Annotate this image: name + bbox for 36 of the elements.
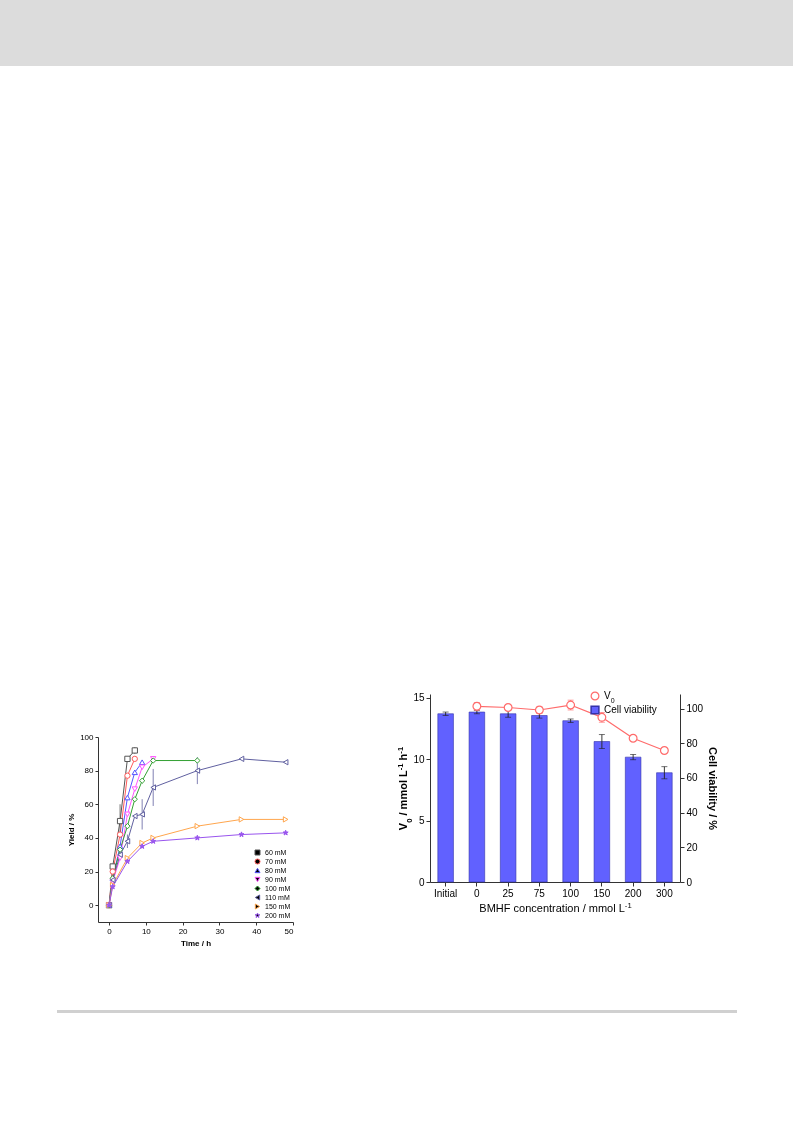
y-tick-label: 15: [413, 692, 425, 704]
x-tick-label: 20: [178, 926, 189, 936]
y2-tick-label: 80: [686, 737, 699, 749]
x-tick-label: 50: [284, 926, 295, 936]
x-tick-label: 75: [533, 887, 546, 899]
x-tick-label: 150: [593, 887, 611, 899]
legend-label: Cell viability: [604, 704, 657, 715]
x-axis-title: Time / h: [180, 938, 212, 948]
y2-tick-label: 20: [686, 841, 699, 853]
y-tick-label: 80: [84, 766, 95, 776]
y2-tick-label: 60: [686, 772, 699, 784]
y-axis-title: Yield / %: [67, 813, 77, 847]
x-tick-label: 0: [474, 887, 481, 899]
legend-label: V$_{0}$: [604, 690, 615, 704]
y-tick-label: 0: [418, 876, 425, 888]
x-tick-label: 40: [252, 926, 262, 936]
x-tick-label: 10: [141, 926, 152, 936]
x-tick-label: Initial: [433, 887, 458, 899]
x-tick-label: 200: [624, 887, 642, 899]
y2-tick-label: 40: [686, 807, 699, 819]
x-tick-label: 0: [107, 926, 113, 936]
y-tick-label: 10: [413, 753, 425, 765]
y-tick-label: 60: [84, 799, 95, 809]
y-tick-label: 5: [418, 815, 425, 827]
y-tick-label: 0: [89, 900, 95, 910]
y-tick-label: 20: [84, 867, 95, 877]
y2-axis-title: Cell viability / %: [707, 746, 720, 831]
x-tick-label: 100: [562, 887, 580, 899]
y-tick-label: 40: [84, 833, 95, 843]
y2-tick-label: 0: [686, 876, 693, 888]
x-tick-label: 25: [502, 887, 515, 899]
x-tick-label: 30: [215, 926, 225, 936]
y-tick-label: 100: [80, 732, 95, 742]
y2-tick-label: 100: [686, 703, 704, 715]
x-tick-label: 300: [656, 887, 674, 899]
x-axis-title: BMHF concentration / mmol L$^{-1}$: [479, 900, 632, 914]
